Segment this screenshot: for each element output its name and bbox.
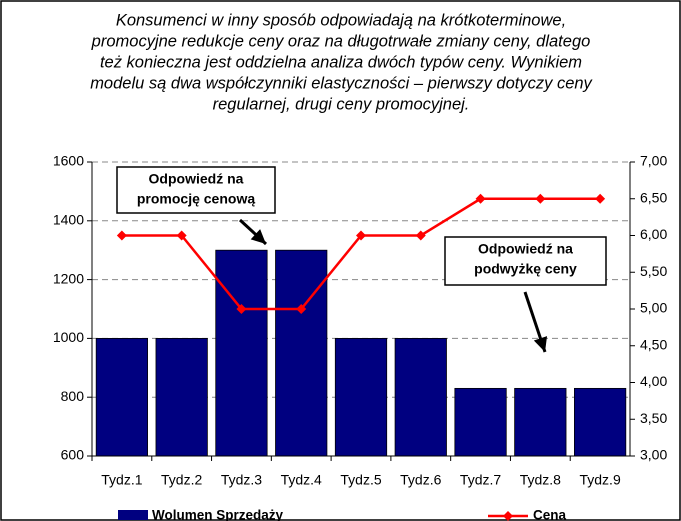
y-tick-label: 1200 xyxy=(53,270,84,286)
bar xyxy=(155,337,208,457)
legend-label: Wolumen Sprzedaży xyxy=(152,508,284,521)
y2-tick-label: 4,00 xyxy=(640,373,667,389)
bar xyxy=(454,387,507,457)
marker xyxy=(595,193,606,204)
x-tick-label: Tydz.7 xyxy=(460,472,501,488)
x-tick-label: Tydz.3 xyxy=(221,472,262,488)
marker xyxy=(296,304,307,314)
legend-label: Cena xyxy=(533,508,567,521)
bar xyxy=(95,337,148,457)
legend-swatch xyxy=(503,511,513,521)
marker xyxy=(415,230,426,241)
chart-title: regularnej, drugi ceny promocyjnej. xyxy=(213,95,470,113)
bar xyxy=(574,387,627,457)
y2-tick-label: 3,50 xyxy=(640,410,667,426)
chart-title: promocyjne redukcje ceny oraz na długotr… xyxy=(91,32,591,50)
chart-title: Konsumenci w inny sposób odpowiadają na … xyxy=(116,11,566,29)
y-tick-label: 1400 xyxy=(53,212,84,228)
y-tick-label: 600 xyxy=(61,447,85,463)
arrow-head xyxy=(533,336,548,352)
bar xyxy=(334,337,388,457)
y2-tick-label: 5,50 xyxy=(640,263,667,279)
x-tick-label: Tydz.4 xyxy=(281,472,322,488)
chart-title: modelu są dwa współczynniki elastycznośc… xyxy=(90,74,593,92)
annotation: podwyżkę ceny xyxy=(474,261,577,277)
legend-swatch xyxy=(118,510,148,520)
y2-tick-label: 3,00 xyxy=(640,447,667,463)
y2-tick-label: 4,50 xyxy=(640,336,667,352)
y-tick-label: 1600 xyxy=(53,153,84,169)
arrow-head xyxy=(250,229,266,244)
x-tick-label: Tydz.8 xyxy=(520,472,561,488)
annotation-box xyxy=(116,166,276,214)
x-tick-label: Tydz.9 xyxy=(579,472,620,488)
x-tick-label: Tydz.2 xyxy=(161,472,202,488)
annotation: Odpowiedź na xyxy=(149,171,244,187)
x-tick-label: Tydz.5 xyxy=(340,472,381,488)
marker xyxy=(535,193,546,204)
bar xyxy=(275,249,328,457)
y-tick-label: 800 xyxy=(61,388,85,404)
annotation-box xyxy=(444,236,607,286)
marker xyxy=(236,304,247,314)
y2-tick-label: 5,00 xyxy=(640,300,667,316)
y2-tick-label: 7,00 xyxy=(640,153,667,169)
annotation: promocję cenową xyxy=(137,191,255,207)
bar xyxy=(215,249,268,457)
y2-tick-label: 6,50 xyxy=(640,189,667,205)
y-tick-label: 1000 xyxy=(53,329,84,345)
marker xyxy=(356,230,366,241)
marker xyxy=(475,193,486,204)
bar xyxy=(514,387,567,457)
chart-title: też konieczna jest oddzielna analiza dwó… xyxy=(100,53,582,71)
marker xyxy=(176,230,187,241)
y2-tick-label: 6,00 xyxy=(640,226,667,242)
annotation: Odpowiedź na xyxy=(478,241,573,257)
x-tick-label: Tydz.6 xyxy=(400,472,441,488)
marker xyxy=(116,230,127,241)
bar xyxy=(394,337,447,457)
x-tick-label: Tydz.1 xyxy=(101,472,142,488)
